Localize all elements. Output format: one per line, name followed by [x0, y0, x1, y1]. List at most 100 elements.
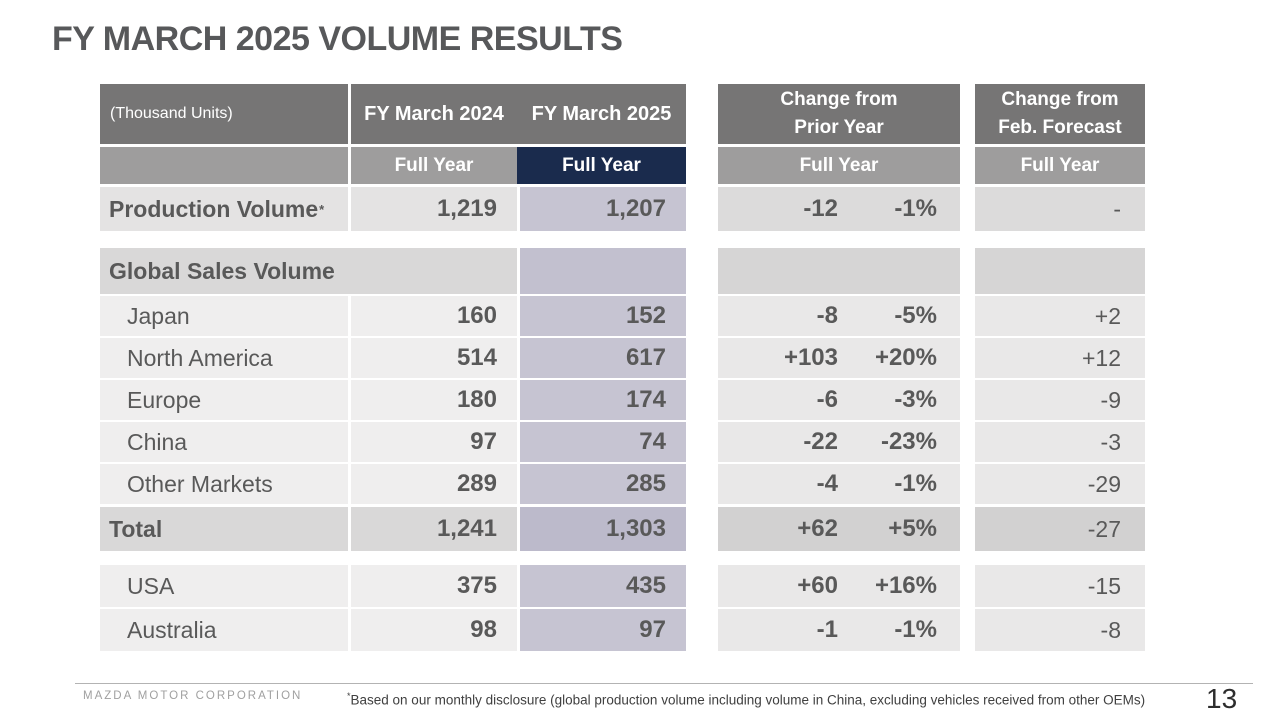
china-prior-change-cell: -22 -23%: [718, 422, 960, 462]
japan-change-pct: -5%: [894, 302, 937, 329]
prior-header-row: Change from Prior Year: [718, 84, 960, 144]
production-fy2025-value: 1,207: [520, 187, 686, 231]
other-markets-forecast-value: -29: [975, 464, 1145, 504]
table-gap: [100, 231, 686, 248]
forecast-row-china: -3: [975, 422, 1145, 462]
prior-subheader-row: Full Year: [718, 147, 960, 184]
china-change-pct: -23%: [880, 428, 937, 455]
row-global-sales-header: Global Sales Volume: [100, 248, 686, 294]
forecast-section-cell: [975, 248, 1145, 294]
europe-change-value: -6: [816, 386, 838, 413]
footnote: *Based on our monthly disclosure (global…: [347, 691, 1145, 708]
prior-fullyear-header: Full Year: [718, 147, 960, 184]
prior-row-total: +62 +5%: [718, 507, 960, 551]
row-europe: Europe 180 174: [100, 380, 686, 420]
other-markets-fy2024-value: 289: [351, 464, 517, 504]
row-japan: Japan 160 152: [100, 296, 686, 336]
production-label: Production Volume *: [100, 187, 348, 231]
subheader-fullyear-cells: Full Year Full Year: [351, 147, 686, 184]
row-production: Production Volume * 1,219 1,207: [100, 187, 686, 231]
change-prior-line2: Prior Year: [794, 117, 884, 138]
table-gap: [100, 551, 686, 565]
europe-fy2024-value: 180: [351, 380, 517, 420]
row-china: China 97 74: [100, 422, 686, 462]
north-america-fy2025-value: 617: [520, 338, 686, 378]
prior-row-section: [718, 248, 960, 294]
prior-row-other-markets: -4 -1%: [718, 464, 960, 504]
global-sales-fy2025-cell: [520, 248, 686, 294]
usa-forecast-value: -15: [975, 565, 1145, 607]
total-forecast-value: -27: [975, 507, 1145, 551]
fy2025-header: FY March 2025: [531, 102, 672, 125]
volume-table: (Thousand Units) FY March 2024 FY March …: [100, 84, 686, 651]
forecast-header-row: Change from Feb. Forecast: [975, 84, 1145, 144]
australia-change-pct: -1%: [894, 616, 937, 643]
forecast-row-australia: -8: [975, 609, 1145, 651]
north-america-label: North America: [100, 338, 348, 378]
australia-change-value: -1: [816, 616, 838, 643]
units-header-cell: (Thousand Units): [100, 84, 348, 144]
production-prior-change-cell: -12 -1%: [718, 187, 960, 231]
europe-fy2025-value: 174: [520, 380, 686, 420]
change-forecast-line2: Feb. Forecast: [998, 117, 1122, 138]
japan-fy2024-value: 160: [351, 296, 517, 336]
north-america-change-value: +103: [783, 344, 838, 371]
total-fy2024-value: 1,241: [351, 507, 517, 551]
production-forecast-value: -: [975, 187, 1145, 231]
forecast-subheader-row: Full Year: [975, 147, 1145, 184]
fiscal-years-header-cell: FY March 2024 FY March 2025: [351, 84, 686, 144]
usa-change-value: +60: [797, 572, 838, 599]
total-prior-change-cell: +62 +5%: [718, 507, 960, 551]
global-sales-label: Global Sales Volume: [100, 248, 517, 294]
subheader-row: Full Year Full Year: [100, 147, 686, 184]
prior-row-japan: -8 -5%: [718, 296, 960, 336]
europe-change-pct: -3%: [894, 386, 937, 413]
japan-prior-change-cell: -8 -5%: [718, 296, 960, 336]
prior-row-australia: -1 -1%: [718, 609, 960, 651]
change-prior-year-table: Change from Prior Year Full Year -12 -1%…: [718, 84, 960, 651]
europe-prior-change-cell: -6 -3%: [718, 380, 960, 420]
china-fy2025-value: 74: [520, 422, 686, 462]
other-markets-prior-change-cell: -4 -1%: [718, 464, 960, 504]
forecast-row-production: -: [975, 187, 1145, 231]
australia-forecast-value: -8: [975, 609, 1145, 651]
forecast-row-section: [975, 248, 1145, 294]
europe-forecast-value: -9: [975, 380, 1145, 420]
change-forecast-header-cell: Change from Feb. Forecast: [975, 84, 1145, 144]
total-change-value: +62: [797, 515, 838, 542]
footer-divider: [75, 683, 1253, 684]
change-forecast-line1: Change from: [1001, 89, 1119, 110]
usa-change-pct: +16%: [874, 572, 937, 599]
forecast-row-other-markets: -29: [975, 464, 1145, 504]
europe-label: Europe: [100, 380, 348, 420]
footnote-text: Based on our monthly disclosure (global …: [350, 692, 1146, 708]
page-title: FY MARCH 2025 VOLUME RESULTS: [52, 20, 623, 58]
australia-label: Australia: [100, 609, 348, 651]
row-usa: USA 375 435: [100, 565, 686, 607]
prior-row-usa: +60 +16%: [718, 565, 960, 607]
change-feb-forecast-table: Change from Feb. Forecast Full Year - +2…: [975, 84, 1145, 651]
company-brand: MAZDA MOTOR CORPORATION: [83, 690, 303, 702]
production-footnote-mark: *: [319, 201, 325, 217]
fy2025-fullyear-header: Full Year: [517, 147, 686, 184]
other-markets-label: Other Markets: [100, 464, 348, 504]
total-change-pct: +5%: [888, 515, 937, 542]
north-america-fy2024-value: 514: [351, 338, 517, 378]
forecast-row-total: -27: [975, 507, 1145, 551]
china-fy2024-value: 97: [351, 422, 517, 462]
china-label: China: [100, 422, 348, 462]
header-row-years: (Thousand Units) FY March 2024 FY March …: [100, 84, 686, 144]
total-label: Total: [100, 507, 348, 551]
australia-fy2025-value: 97: [520, 609, 686, 651]
forecast-row-japan: +2: [975, 296, 1145, 336]
production-change-pct: -1%: [894, 195, 937, 222]
usa-fy2025-value: 435: [520, 565, 686, 607]
china-forecast-value: -3: [975, 422, 1145, 462]
fy2024-fullyear-header: Full Year: [351, 147, 517, 184]
footnote-mark: *: [347, 691, 351, 701]
china-change-value: -22: [803, 428, 838, 455]
row-other-markets: Other Markets 289 285: [100, 464, 686, 504]
fy2024-header: FY March 2024: [364, 102, 504, 125]
australia-fy2024-value: 98: [351, 609, 517, 651]
japan-forecast-value: +2: [975, 296, 1145, 336]
